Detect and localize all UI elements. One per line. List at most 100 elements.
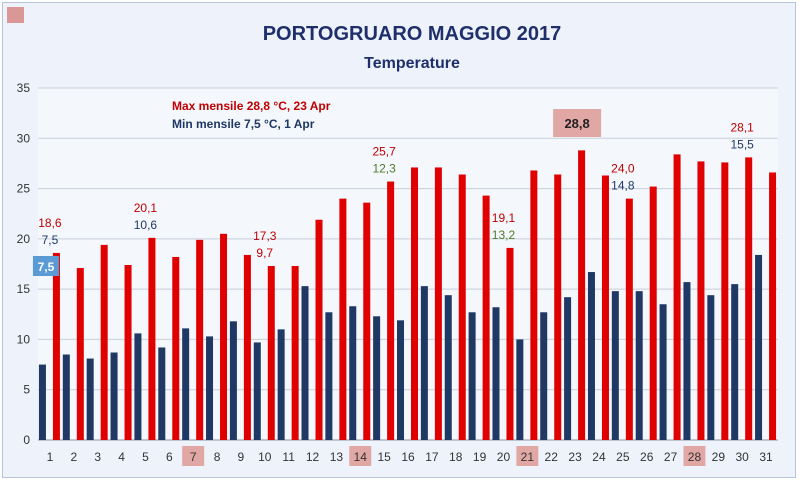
x-tick-highlight [516,446,539,466]
bar-min [492,307,500,440]
max-data-label: 24,0 [611,162,635,176]
bar-min [325,312,333,440]
bar-min [683,282,691,440]
x-tick-label: 12 [306,450,320,464]
bar-min [253,342,261,440]
bar-max [601,175,609,441]
bar-max [434,167,442,441]
bar-min [158,347,166,440]
max-value-box [553,109,602,137]
bar-max [363,202,371,440]
min-value-box [32,256,59,276]
x-tick-label: 27 [664,450,678,464]
x-tick-label: 24 [592,450,606,464]
max-data-label: 25,7 [372,145,396,159]
min-data-label: 12,3 [372,162,396,176]
bar-max [458,174,466,440]
bar-max [530,170,538,440]
min-value-box-label: 7,5 [38,260,55,274]
bar-min [564,297,572,440]
bar-min [444,295,452,440]
x-tick-label: 10 [258,450,272,464]
bar-max [100,244,108,440]
bar-max [220,233,228,440]
min-data-label: 7,5 [42,233,59,247]
max-value-box-label: 28,8 [564,116,589,131]
bar-min [659,304,667,440]
x-tick-label: 20 [497,450,511,464]
bar-min [206,336,214,440]
bar-min [611,291,619,440]
bar-min [110,352,118,440]
min-data-label: 14,8 [611,179,635,193]
y-tick-label: 35 [17,81,31,95]
bar-min [540,312,548,440]
bar-min [635,291,643,440]
max-data-label: 28,1 [731,120,755,134]
bar-max [745,157,753,440]
bar-max [124,265,132,440]
x-tick-label: 22 [545,450,559,464]
x-tick-label: 17 [425,450,439,464]
x-tick-label: 5 [142,450,149,464]
bar-min [277,329,285,440]
bar-min [468,312,476,440]
min-data-label: 13,2 [492,228,516,242]
min-data-label: 9,7 [256,246,273,260]
bar-min [397,320,404,440]
x-tick-highlight [683,446,706,466]
x-tick-highlight [349,446,372,466]
max-monthly-note: Max mensile 28,8 °C, 23 Apr [172,99,331,113]
y-tick-label: 25 [17,182,31,196]
bar-max [315,219,323,440]
bar-max [148,237,156,440]
bar-max [172,256,180,440]
y-tick-label: 20 [17,232,31,246]
x-tick-label: 25 [616,450,630,464]
bar-max [482,195,490,440]
max-data-label: 18,6 [38,216,62,230]
x-tick-label: 13 [330,450,344,464]
bar-max [387,181,395,440]
bar-max [267,266,275,440]
x-tick-label: 29 [712,450,726,464]
chart-title: PORTOGRUARO MAGGIO 2017 [263,23,562,45]
x-tick-label: 15 [377,450,391,464]
bar-max [697,161,705,440]
bar-min [301,286,309,440]
max-data-label: 20,1 [134,201,158,215]
corner-marker [7,7,24,23]
bar-min [62,354,70,440]
bar-min [134,333,142,440]
bar-max [578,150,586,440]
bar-max [196,239,204,440]
x-tick-label: 6 [166,450,173,464]
x-tick-label: 2 [70,450,77,464]
x-tick-label: 3 [94,450,101,464]
x-tick-highlight [182,446,205,466]
bar-min [349,306,357,440]
bar-min [516,339,524,440]
bar-min [229,321,237,440]
max-data-label: 17,3 [253,229,277,243]
bar-min [182,328,190,440]
bar-max [506,247,514,440]
x-tick-label: 11 [282,450,295,464]
y-tick-label: 5 [23,383,30,397]
x-tick-label: 7 [190,450,197,464]
x-tick-label: 19 [473,450,487,464]
x-tick-label: 16 [401,450,415,464]
bar-max [76,268,84,440]
bar-max [625,198,633,440]
x-tick-label: 30 [736,450,750,464]
bar-max [769,172,777,441]
min-monthly-note: Min mensile 7,5 °C, 1 Apr [172,117,315,131]
bar-min [755,254,763,440]
bar-max [554,174,562,440]
bar-max [291,266,299,440]
bar-max [243,254,251,440]
x-tick-label: 4 [118,450,125,464]
x-tick-label: 31 [759,450,773,464]
bar-min [373,316,381,440]
